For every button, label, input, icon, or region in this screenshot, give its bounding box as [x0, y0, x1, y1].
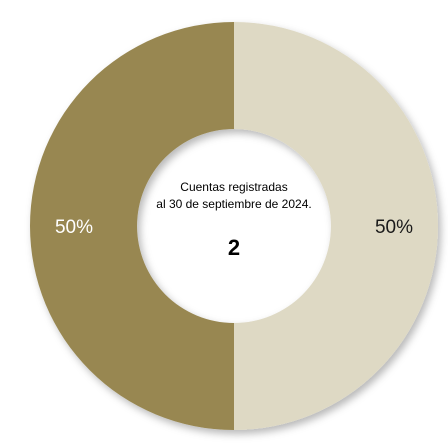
center-caption-line-1: Cuentas registradas	[180, 180, 287, 194]
slice-value-label-1: 50%	[375, 217, 413, 238]
donut-slices	[30, 22, 438, 430]
slice-labels: 50% 50%	[55, 217, 413, 238]
center-caption-line-2: al 30 de septiembre de 2024.	[156, 197, 311, 211]
donut-slice-1	[234, 22, 438, 430]
donut-slice-2	[30, 22, 234, 430]
donut-center: Cuentas registradas al 30 de septiembre …	[156, 180, 311, 260]
slice-value-label-2: 50%	[55, 217, 93, 238]
center-total-value: 2	[228, 235, 240, 260]
